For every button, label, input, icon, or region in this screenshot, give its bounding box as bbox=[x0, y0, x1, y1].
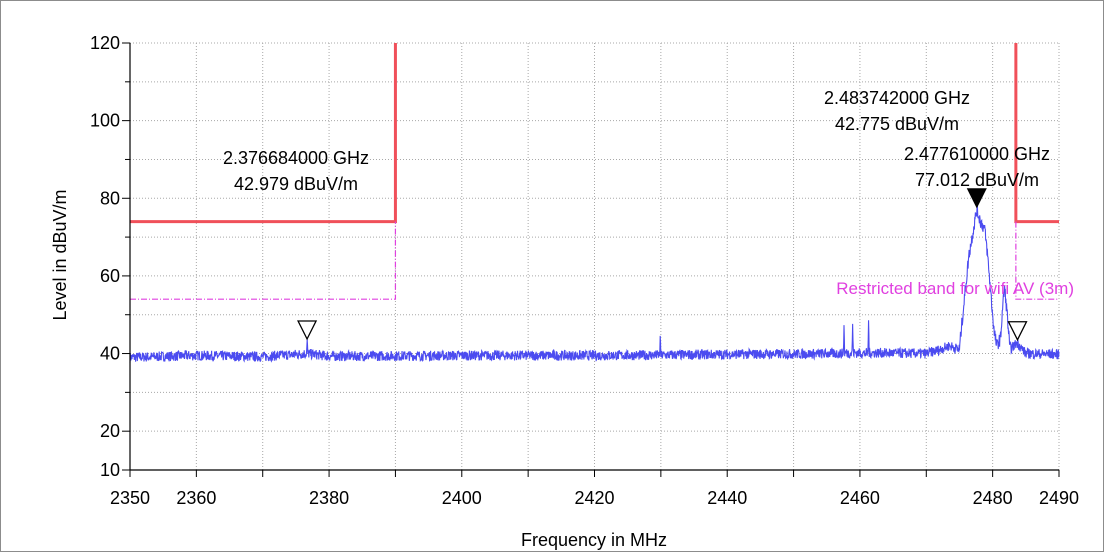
marker-3-triangle bbox=[966, 188, 987, 209]
y-tick-label: 20 bbox=[100, 421, 120, 441]
marker-2-triangle bbox=[1007, 321, 1028, 342]
x-tick-label: 2440 bbox=[707, 488, 747, 508]
markers bbox=[297, 188, 1028, 342]
y-tick-label: 60 bbox=[100, 266, 120, 286]
marker-2-freq-label: 2.483742000 GHz bbox=[824, 88, 970, 108]
x-tick-label: 2360 bbox=[176, 488, 216, 508]
x-tick-label: 2480 bbox=[973, 488, 1013, 508]
trace-line bbox=[129, 204, 1060, 363]
annotations: 2.376684000 GHz 42.979 dBuV/m 2.48374200… bbox=[223, 88, 1074, 298]
y-tick-label: 100 bbox=[90, 111, 120, 131]
measurement-trace bbox=[129, 204, 1060, 363]
restricted-band-line bbox=[130, 221, 397, 300]
limit-line bbox=[1014, 43, 1059, 224]
y-tick-label: 80 bbox=[100, 188, 120, 208]
y-tick-label: 120 bbox=[90, 33, 120, 53]
marker-3-freq-label: 2.477610000 GHz bbox=[904, 144, 1050, 164]
y-axis-title: Level in dBuV/m bbox=[50, 189, 70, 320]
marker-3-level-label: 77.012 dBuV/m bbox=[915, 170, 1039, 190]
x-tick-label: 2490 bbox=[1039, 488, 1079, 508]
x-axis-title: Frequency in MHz bbox=[521, 530, 667, 550]
restricted-band-label: Restricted band for wifi AV (3m) bbox=[836, 279, 1074, 298]
x-tick-label: 2400 bbox=[442, 488, 482, 508]
restricted-band-line bbox=[1015, 221, 1059, 300]
marker-1-triangle bbox=[297, 320, 318, 341]
marker-1-freq-label: 2.376684000 GHz bbox=[223, 148, 369, 168]
x-tick-label: 2460 bbox=[840, 488, 880, 508]
tick-labels: 10 20 40 60 80 100 120 2350 2360 2380 2400 2420 2440… bbox=[90, 33, 1079, 508]
limit-lines bbox=[130, 43, 1059, 300]
x-tick-label: 2380 bbox=[309, 488, 349, 508]
marker-1-level-label: 42.979 dBuV/m bbox=[234, 174, 358, 194]
limit-line bbox=[130, 43, 397, 224]
axes bbox=[122, 42, 1060, 477]
y-tick-label: 40 bbox=[100, 344, 120, 364]
x-tick-label: 2420 bbox=[574, 488, 614, 508]
marker-2-level-label: 42.775 dBuV/m bbox=[835, 114, 959, 134]
x-tick-label: 2350 bbox=[110, 488, 150, 508]
y-tick-label: 10 bbox=[100, 460, 120, 480]
